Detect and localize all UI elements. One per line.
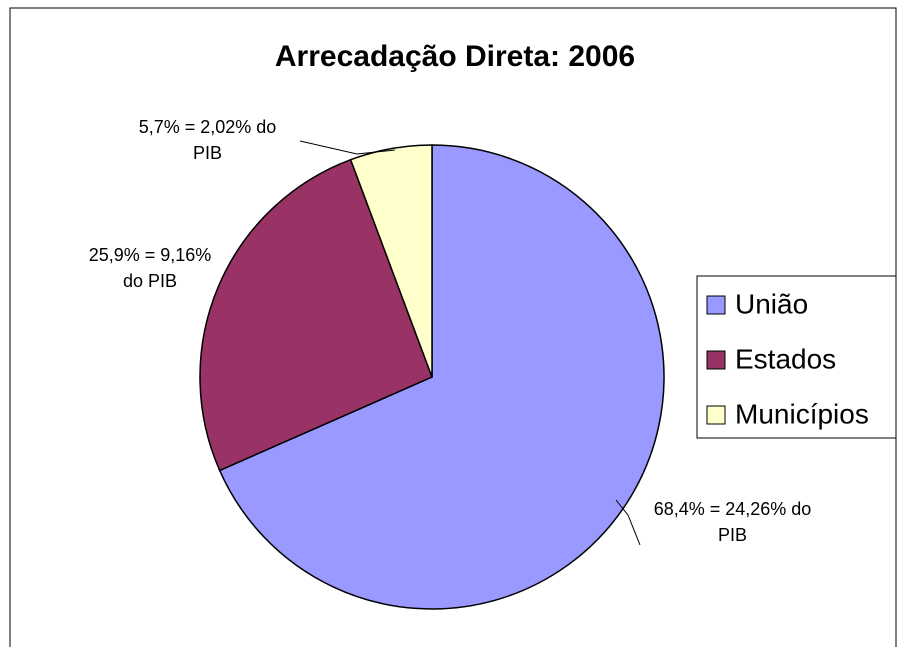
legend-label: Municípios: [735, 398, 869, 429]
leader-line: [299, 140, 396, 155]
data-label: 25,9% = 9,16% do PIB: [88, 245, 212, 291]
pie-slice: [349, 144, 433, 378]
pie-slice: [199, 158, 433, 472]
leader-line: [615, 499, 641, 546]
legend-swatch: [706, 295, 726, 315]
legend-label: União: [735, 288, 808, 319]
data-label: 68,4% = 24,26% do PIB: [653, 499, 812, 545]
pie-slice: [218, 144, 665, 610]
legend-label: Estados: [735, 343, 836, 374]
legend-swatch: [706, 405, 726, 425]
data-label: 5,7% = 2,02% do PIB: [138, 117, 277, 163]
legend-box: [696, 275, 897, 439]
legend-swatch: [706, 350, 726, 370]
chart-title: Arrecadação Direta: 2006: [275, 40, 635, 73]
